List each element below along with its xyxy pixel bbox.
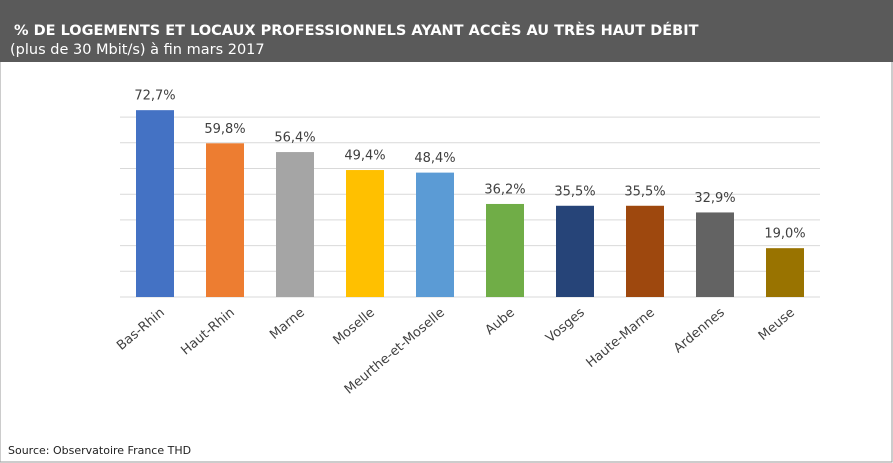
chart-subtitle: (plus de 30 Mbit/s) à fin mars 2017 [10, 42, 265, 58]
bar [276, 152, 314, 297]
value-label: 48,4% [414, 151, 455, 166]
value-label: 72,7% [134, 89, 175, 104]
value-label: 19,0% [764, 227, 805, 242]
bar [696, 212, 734, 297]
bar [416, 172, 454, 297]
source: Source: Observatoire France THD [8, 444, 191, 457]
bar [626, 205, 664, 297]
value-label: 36,2% [484, 182, 525, 197]
bar [346, 170, 384, 297]
bar [206, 143, 244, 297]
bar [486, 203, 524, 297]
bar [136, 110, 174, 297]
value-label: 32,9% [694, 191, 735, 206]
value-label: 56,4% [274, 131, 315, 146]
chart-title: % DE LOGEMENTS ET LOCAUX PROFESSIONNELS … [14, 22, 699, 39]
bar [556, 205, 594, 297]
value-label: 35,5% [554, 184, 595, 199]
value-label: 35,5% [624, 184, 665, 199]
value-label: 49,4% [344, 149, 385, 164]
bar [766, 248, 804, 297]
value-label: 59,8% [204, 122, 245, 137]
header [0, 0, 893, 62]
